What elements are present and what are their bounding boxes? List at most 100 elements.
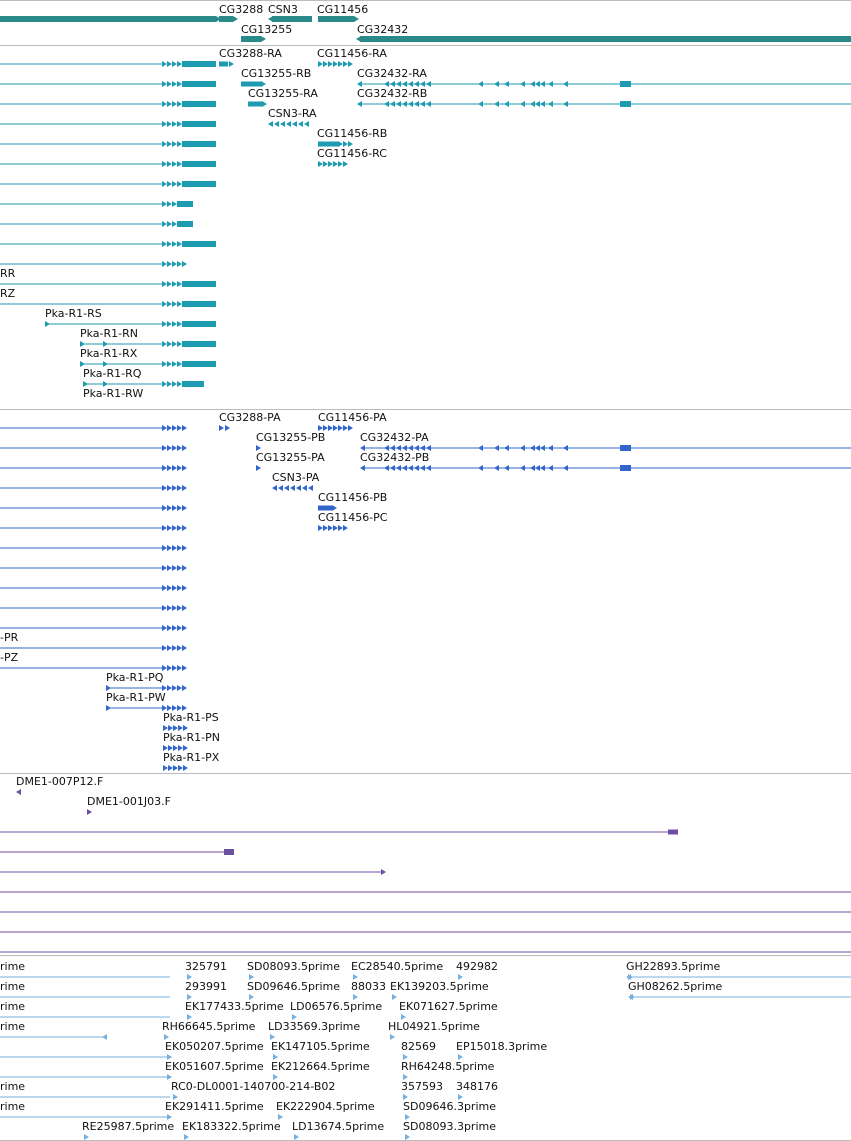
- protein-exon-glyph: [323, 525, 328, 531]
- protein-exon-glyph: [167, 505, 172, 511]
- est-end-glyph: [187, 994, 192, 1000]
- est-label: EK071627.5prime: [399, 1000, 498, 1013]
- gene-bar-cg3288: [219, 16, 233, 22]
- protein-exon-glyph: [328, 525, 333, 531]
- transcript-exon-glyph: [172, 261, 177, 267]
- transcript-exon-glyph: [408, 101, 413, 107]
- protein-exon-glyph: [318, 525, 323, 531]
- est-label: SD08093.5prime: [247, 960, 340, 973]
- transcript-exon-glyph: [167, 181, 172, 187]
- protein-exon-glyph: [338, 525, 343, 531]
- transcript-exon-glyph: [172, 281, 177, 287]
- protein-exon-glyph: [396, 465, 401, 471]
- gene-strand-glyph: [354, 16, 359, 22]
- protein-exon-glyph: [177, 525, 182, 531]
- transcript-label: CG11456-RC: [317, 147, 387, 160]
- protein-exon-glyph: [172, 625, 177, 631]
- transcript-exon-glyph: [338, 161, 343, 167]
- transcript-exon-glyph: [103, 361, 108, 367]
- protein-exon-glyph: [177, 465, 182, 471]
- protein-exon: [620, 465, 631, 471]
- transcript-label: Pka-R1-RQ: [83, 367, 142, 380]
- transcript-exon-glyph: [177, 181, 182, 187]
- est-label: RC0-DL0001-140700-214-B02: [171, 1080, 335, 1093]
- protein-strand-glyph: [360, 465, 365, 471]
- protein-exon-glyph: [530, 465, 535, 471]
- gene-label: CG3288: [219, 3, 263, 16]
- transcript-label: Pka-R1-RN: [80, 327, 138, 340]
- protein-exon-glyph: [162, 525, 167, 531]
- transcript-exon: [177, 201, 193, 207]
- protein-exon-glyph: [162, 425, 167, 431]
- clone-end-glyph: [16, 789, 21, 795]
- protein-exon-glyph: [173, 725, 178, 731]
- transcript-exon: [241, 81, 261, 87]
- protein-exon-glyph: [167, 425, 172, 431]
- transcript-exon-glyph: [177, 101, 182, 107]
- transcript-exon-glyph: [162, 341, 167, 347]
- est-label: EC28540.5prime: [351, 960, 443, 973]
- protein-exon-glyph: [162, 705, 167, 711]
- est-end-glyph: [84, 1134, 89, 1140]
- est-end-glyph: [392, 994, 397, 1000]
- protein-label: Pka-R1-PS: [163, 711, 219, 724]
- transcript-exon-glyph: [162, 161, 167, 167]
- protein-exon-glyph: [494, 465, 499, 471]
- est-end-glyph: [102, 1034, 107, 1040]
- protein-exon-glyph: [162, 445, 167, 451]
- gene-bar-cg11456: [318, 16, 354, 22]
- transcript-label: Pka-R1-RW: [83, 387, 143, 400]
- protein-exon-glyph: [177, 445, 182, 451]
- protein-exon-glyph: [177, 485, 182, 491]
- gene-bar-cg13255: [241, 36, 261, 42]
- protein-exon-glyph: [333, 425, 338, 431]
- protein-exon-glyph: [332, 505, 337, 511]
- transcript-exon-glyph: [172, 341, 177, 347]
- transcript-exon-glyph: [162, 321, 167, 327]
- transcript-exon-glyph: [328, 61, 333, 67]
- protein-exon-glyph: [182, 545, 187, 551]
- est-end-glyph: [184, 1134, 189, 1140]
- protein-exon-glyph: [182, 585, 187, 591]
- transcript-exon-glyph: [535, 101, 540, 107]
- protein-exon-glyph: [172, 685, 177, 691]
- transcript-exon-glyph: [172, 221, 177, 227]
- protein-label: CG13255-PA: [256, 451, 325, 464]
- est-label: LD06576.5prime: [290, 1000, 382, 1013]
- transcript-exon-glyph: [167, 61, 172, 67]
- protein-exon-glyph: [177, 585, 182, 591]
- transcript-exon: [620, 81, 631, 87]
- protein-strand-glyph: [360, 445, 365, 451]
- protein-exon-glyph: [167, 565, 172, 571]
- est-label: LD13674.5prime: [292, 1120, 384, 1133]
- transcript-exon-glyph: [162, 121, 167, 127]
- protein-exon-glyph: [402, 465, 407, 471]
- protein-exon-glyph: [162, 605, 167, 611]
- protein-exon-glyph: [408, 445, 413, 451]
- transcript-exon-glyph: [535, 81, 540, 87]
- protein-exon-glyph: [177, 625, 182, 631]
- protein-exon-glyph: [167, 625, 172, 631]
- protein-exon-glyph: [182, 605, 187, 611]
- est-end-glyph: [401, 1014, 406, 1020]
- transcript-exon-glyph: [167, 241, 172, 247]
- protein-exon-glyph: [520, 445, 525, 451]
- protein-exon-glyph: [177, 505, 182, 511]
- protein-exon-glyph: [167, 665, 172, 671]
- protein-exon-glyph: [162, 565, 167, 571]
- est-label: EK212664.5prime: [271, 1060, 370, 1073]
- protein-exon-glyph: [178, 725, 183, 731]
- est-label: 357593: [401, 1080, 443, 1093]
- transcript-exon: [182, 181, 216, 187]
- transcript-exon-glyph: [172, 181, 177, 187]
- transcript-exon-glyph: [333, 61, 338, 67]
- protein-exon-glyph: [182, 465, 187, 471]
- est-label: rime: [0, 1000, 25, 1013]
- transcript-exon: [182, 121, 216, 127]
- transcript-exon-glyph: [396, 81, 401, 87]
- transcript-exon-glyph: [162, 221, 167, 227]
- clone-track: DME1-007P12.F DME1-001J03.F: [0, 775, 851, 953]
- protein-exon-glyph: [178, 745, 183, 751]
- gene-strand-glyph: [268, 16, 273, 22]
- est-label: RH64248.5prime: [401, 1060, 495, 1073]
